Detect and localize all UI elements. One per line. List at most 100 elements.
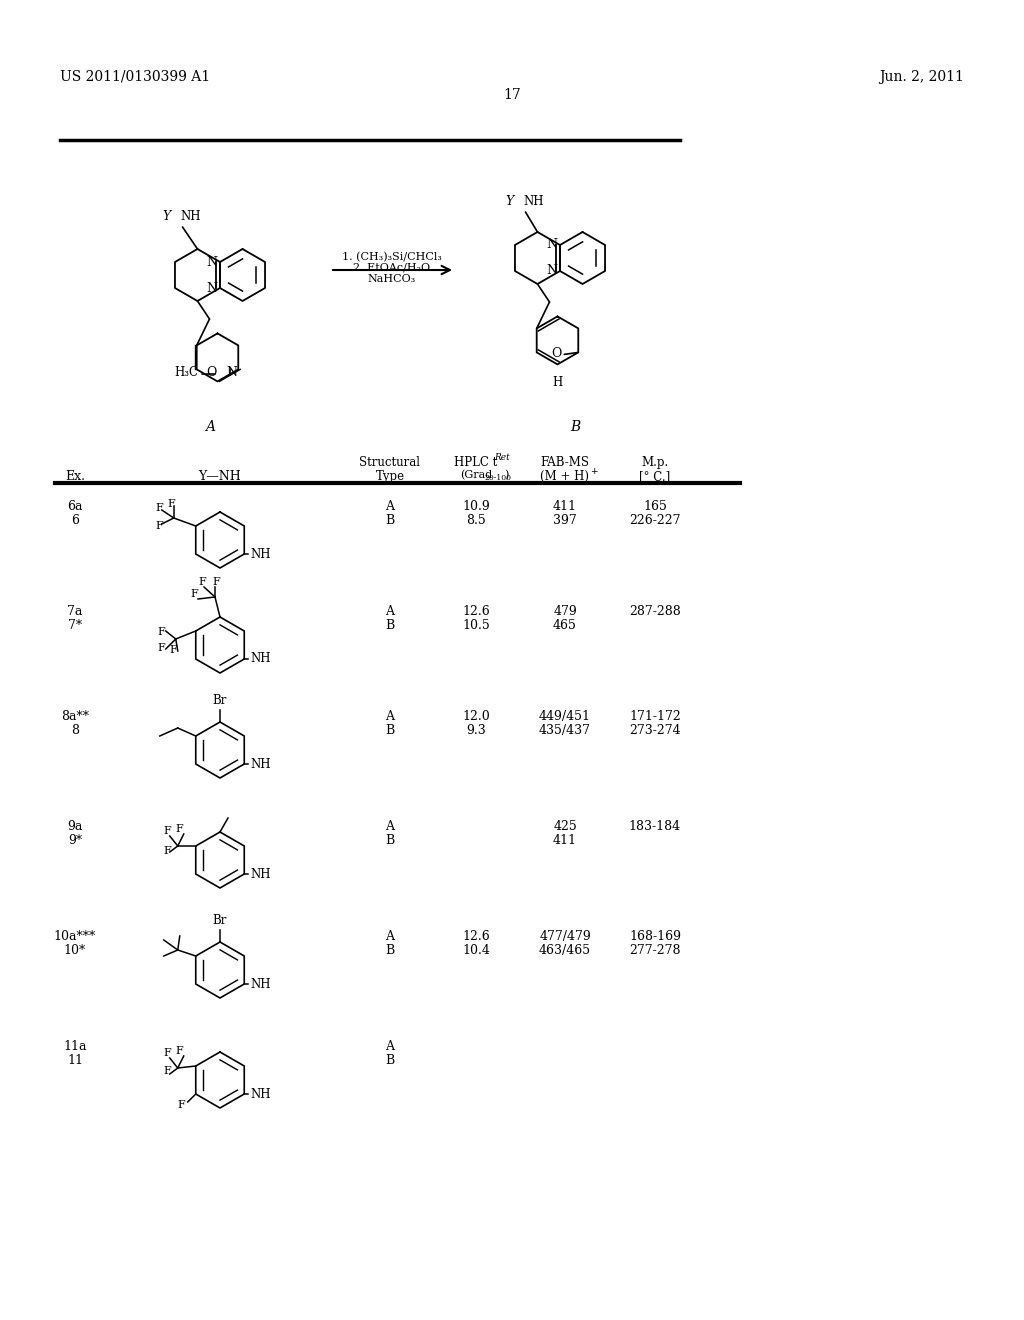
Text: 9a: 9a xyxy=(68,820,83,833)
Text: A: A xyxy=(385,710,394,723)
Text: B: B xyxy=(385,944,394,957)
Text: B: B xyxy=(385,1053,394,1067)
Text: N: N xyxy=(226,366,238,379)
Text: B: B xyxy=(385,619,394,632)
Text: O: O xyxy=(206,366,216,379)
Text: F: F xyxy=(164,846,172,855)
Text: F: F xyxy=(178,1100,185,1110)
Text: 9*: 9* xyxy=(68,834,82,847)
Text: F: F xyxy=(158,643,166,653)
Text: NH: NH xyxy=(250,978,270,990)
Text: HPLC t: HPLC t xyxy=(455,455,498,469)
Text: O: O xyxy=(551,347,561,360)
Text: 10*: 10* xyxy=(63,944,86,957)
Text: NH: NH xyxy=(250,548,270,561)
Text: 168-169: 168-169 xyxy=(629,931,681,942)
Text: 11: 11 xyxy=(67,1053,83,1067)
Text: 10.4: 10.4 xyxy=(462,944,489,957)
Text: 9.3: 9.3 xyxy=(466,723,485,737)
Text: NH: NH xyxy=(250,1088,270,1101)
Text: 6: 6 xyxy=(71,513,79,527)
Text: F: F xyxy=(164,826,172,836)
Text: 7*: 7* xyxy=(68,619,82,632)
Text: 11a: 11a xyxy=(63,1040,87,1053)
Text: NH: NH xyxy=(250,758,270,771)
Text: F: F xyxy=(156,521,164,531)
Text: (M + H): (M + H) xyxy=(541,470,590,483)
Text: A: A xyxy=(385,1040,394,1053)
Text: F: F xyxy=(168,499,176,510)
Text: 12.6: 12.6 xyxy=(462,931,489,942)
Text: +: + xyxy=(590,467,597,477)
Text: 10a***: 10a*** xyxy=(54,931,96,942)
Text: H₃C: H₃C xyxy=(174,366,199,379)
Text: NH: NH xyxy=(250,652,270,665)
Text: 12.0: 12.0 xyxy=(462,710,489,723)
Text: F: F xyxy=(164,1067,172,1076)
Text: 8.5: 8.5 xyxy=(466,513,485,527)
Text: 449/451: 449/451 xyxy=(539,710,591,723)
Text: F: F xyxy=(164,1048,172,1059)
Text: NH: NH xyxy=(250,867,270,880)
Text: (Grad: (Grad xyxy=(460,470,493,480)
Text: B: B xyxy=(385,723,394,737)
Text: F: F xyxy=(158,627,166,638)
Text: B: B xyxy=(570,420,581,434)
Text: F: F xyxy=(170,645,177,655)
Text: Br: Br xyxy=(213,913,227,927)
Text: 273-274: 273-274 xyxy=(629,723,681,737)
Text: 397: 397 xyxy=(553,513,577,527)
Text: 477/479: 477/479 xyxy=(539,931,591,942)
Text: 165: 165 xyxy=(643,500,667,513)
Text: M.p.: M.p. xyxy=(641,455,669,469)
Text: N: N xyxy=(207,256,217,268)
Text: 1. (CH₃)₃Si/CHCl₃: 1. (CH₃)₃Si/CHCl₃ xyxy=(342,252,442,263)
Text: 171-172: 171-172 xyxy=(629,710,681,723)
Text: A: A xyxy=(385,605,394,618)
Text: N: N xyxy=(547,264,557,277)
Text: 8a**: 8a** xyxy=(61,710,89,723)
Text: F: F xyxy=(176,1045,183,1056)
Text: Type: Type xyxy=(376,470,404,483)
Text: N: N xyxy=(207,281,217,294)
Text: 7a: 7a xyxy=(68,605,83,618)
Text: 2. EtOAc/H₂O: 2. EtOAc/H₂O xyxy=(353,263,430,273)
Text: H: H xyxy=(552,376,562,389)
Text: 17: 17 xyxy=(503,88,521,102)
Text: 8: 8 xyxy=(71,723,79,737)
Text: 411: 411 xyxy=(553,500,577,513)
Text: [° C.]: [° C.] xyxy=(639,470,671,483)
Text: F: F xyxy=(190,589,198,599)
Text: N: N xyxy=(547,239,557,252)
Text: B: B xyxy=(385,513,394,527)
Text: A: A xyxy=(385,820,394,833)
Text: B: B xyxy=(385,834,394,847)
Text: Jun. 2, 2011: Jun. 2, 2011 xyxy=(880,70,964,84)
Text: 12.6: 12.6 xyxy=(462,605,489,618)
Text: 463/465: 463/465 xyxy=(539,944,591,957)
Text: A: A xyxy=(205,420,215,434)
Text: 277-278: 277-278 xyxy=(630,944,681,957)
Text: Y: Y xyxy=(162,210,170,223)
Text: F: F xyxy=(212,577,220,587)
Text: NH: NH xyxy=(180,210,201,223)
Text: US 2011/0130399 A1: US 2011/0130399 A1 xyxy=(60,70,210,84)
Text: Ret: Ret xyxy=(494,453,510,462)
Text: 6a: 6a xyxy=(68,500,83,513)
Text: 411: 411 xyxy=(553,834,577,847)
Text: 10.5: 10.5 xyxy=(462,619,489,632)
Text: FAB-MS: FAB-MS xyxy=(541,455,590,469)
Text: 10.9: 10.9 xyxy=(462,500,489,513)
Text: A: A xyxy=(385,931,394,942)
Text: 435/437: 435/437 xyxy=(539,723,591,737)
Text: 425: 425 xyxy=(553,820,577,833)
Text: NH: NH xyxy=(523,195,544,209)
Text: Structural: Structural xyxy=(359,455,421,469)
Text: Y—NH: Y—NH xyxy=(199,470,242,483)
Text: 183-184: 183-184 xyxy=(629,820,681,833)
Text: F: F xyxy=(176,824,183,834)
Text: Br: Br xyxy=(213,693,227,706)
Text: 465: 465 xyxy=(553,619,577,632)
Text: 479: 479 xyxy=(553,605,577,618)
Text: 226-227: 226-227 xyxy=(630,513,681,527)
